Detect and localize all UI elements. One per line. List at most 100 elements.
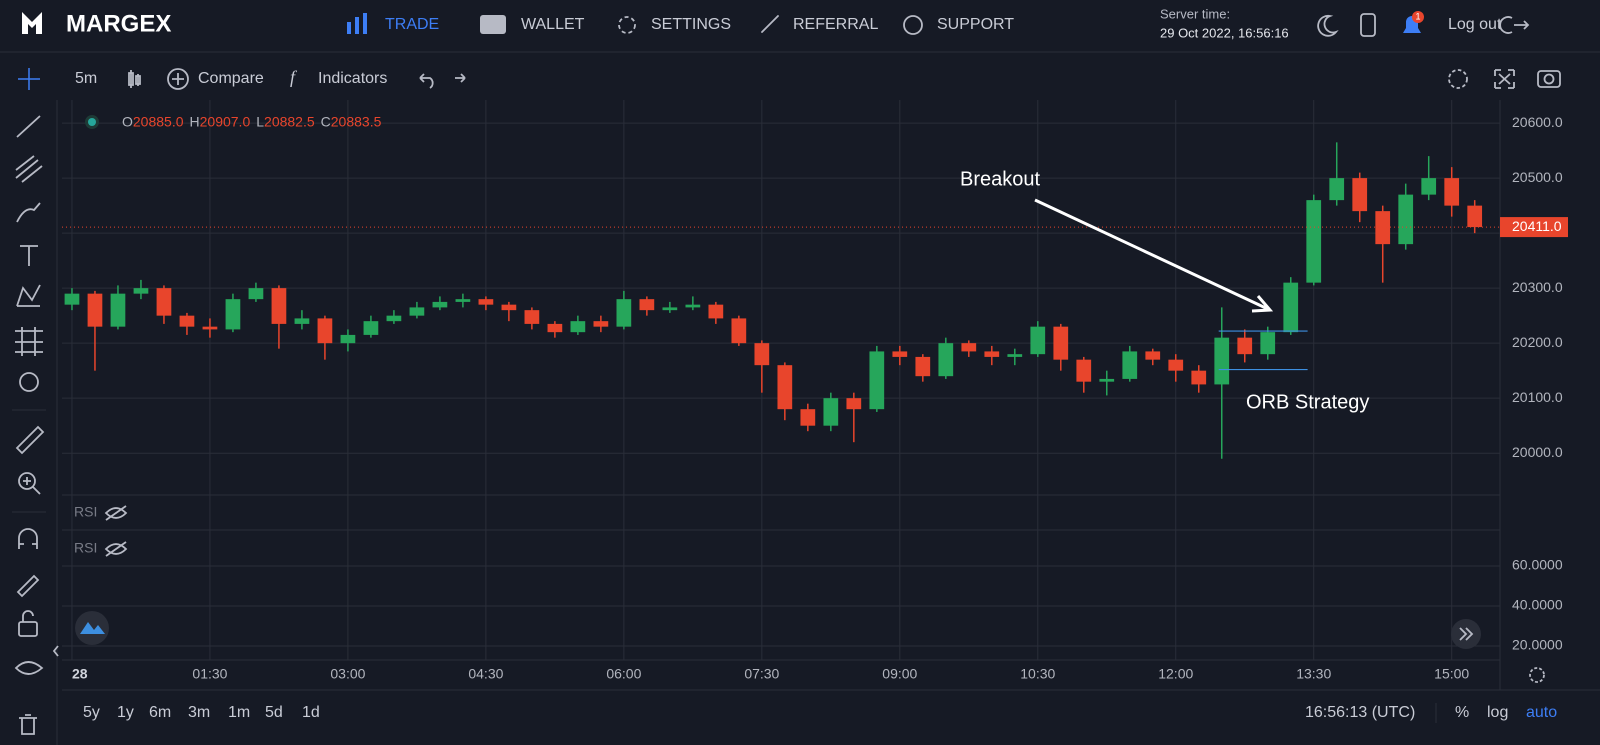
interval[interactable]: 5m bbox=[75, 70, 97, 87]
y-tick-label: 40.0000 bbox=[1512, 597, 1563, 613]
compare-icon-plus bbox=[172, 73, 184, 85]
range-button[interactable]: 5d bbox=[265, 704, 283, 721]
candle-body bbox=[478, 299, 494, 305]
lock-tool[interactable] bbox=[18, 621, 38, 637]
candle-body bbox=[593, 321, 609, 327]
legend-value: 20883.5 bbox=[331, 114, 382, 130]
compare-icon bbox=[167, 68, 189, 90]
emoji-tool[interactable] bbox=[19, 372, 39, 392]
candle-body bbox=[340, 334, 356, 344]
candle-body bbox=[1306, 200, 1322, 283]
indicators[interactable]: Indicators bbox=[318, 70, 387, 87]
visibility-tool[interactable] bbox=[14, 661, 44, 675]
candle-body bbox=[639, 299, 655, 311]
logo[interactable]: MARGEX bbox=[66, 10, 171, 37]
annotation: Breakout bbox=[960, 168, 1040, 190]
ruler-tool[interactable] bbox=[15, 425, 45, 455]
chart-type-icon[interactable] bbox=[128, 70, 141, 88]
collapse-sidebar[interactable] bbox=[52, 645, 59, 657]
candle-body bbox=[409, 307, 425, 316]
hide-indicator[interactable] bbox=[104, 505, 128, 521]
mobile-icon[interactable] bbox=[1360, 13, 1376, 37]
nav-item[interactable]: SETTINGS bbox=[651, 16, 731, 33]
trend-line-tool[interactable] bbox=[16, 115, 41, 138]
status-dot bbox=[88, 118, 96, 126]
candle-body bbox=[685, 304, 701, 308]
axis-settings[interactable] bbox=[1529, 667, 1545, 683]
candle-body bbox=[225, 299, 241, 330]
logout[interactable]: Log out bbox=[1448, 16, 1502, 33]
legend-key: O bbox=[122, 114, 133, 130]
zoom-tool[interactable] bbox=[18, 472, 36, 490]
range-button[interactable]: 3m bbox=[188, 704, 210, 721]
candle-body bbox=[1030, 326, 1046, 355]
indicator-label: RSI bbox=[74, 504, 97, 520]
range-button[interactable]: 1m bbox=[228, 704, 250, 721]
auto-toggle[interactable]: auto bbox=[1526, 704, 1557, 721]
settings-button[interactable] bbox=[1448, 69, 1468, 89]
log-toggle[interactable]: log bbox=[1487, 704, 1508, 721]
nav-item[interactable]: TRADE bbox=[385, 16, 439, 33]
candle-body bbox=[800, 409, 816, 426]
range-button[interactable]: 6m bbox=[149, 704, 171, 721]
annotation: ORB Strategy bbox=[1246, 391, 1369, 413]
candle-body bbox=[547, 323, 563, 333]
range-button[interactable]: 1y bbox=[117, 704, 134, 721]
legend-key: C bbox=[321, 114, 331, 130]
candle-body bbox=[156, 288, 172, 316]
candle-body bbox=[662, 307, 678, 311]
candle-body bbox=[1007, 354, 1023, 357]
candle-body bbox=[179, 315, 195, 327]
compare[interactable]: Compare bbox=[198, 70, 264, 87]
lock-drawing-tool[interactable] bbox=[16, 574, 40, 598]
x-tick-label: 06:00 bbox=[606, 666, 641, 682]
undo[interactable] bbox=[419, 73, 434, 89]
indicators-icon: f bbox=[290, 67, 298, 87]
candle-body bbox=[616, 299, 632, 327]
nav-item[interactable]: REFERRAL bbox=[793, 16, 878, 33]
y-tick-label: 20600.0 bbox=[1512, 114, 1563, 130]
text-tool[interactable] bbox=[20, 245, 38, 266]
candle-body bbox=[892, 351, 908, 357]
x-tick-label: 13:30 bbox=[1296, 666, 1331, 682]
snapshot-lens bbox=[1543, 73, 1555, 85]
last-price-label: 20411.0 bbox=[1512, 218, 1562, 234]
candle-body bbox=[731, 318, 747, 344]
candle-body bbox=[961, 343, 977, 352]
candle-body bbox=[455, 299, 471, 302]
candle-body bbox=[1444, 178, 1460, 206]
clock: 16:56:13 (UTC) bbox=[1305, 704, 1415, 721]
magnet-tool[interactable] bbox=[18, 528, 38, 549]
candle-body bbox=[1329, 178, 1345, 201]
prediction-tool[interactable] bbox=[15, 327, 43, 356]
ohlc-legend: O 20885.0 H 20907.0 L 20882.5 C 20883.5 bbox=[122, 114, 382, 130]
candle-body bbox=[110, 293, 126, 327]
pattern-tool[interactable] bbox=[16, 284, 41, 307]
theme-icon[interactable] bbox=[1317, 14, 1339, 37]
y-tick-label: 20100.0 bbox=[1512, 389, 1563, 405]
fib-tool[interactable] bbox=[15, 155, 43, 183]
range-button[interactable]: 1d bbox=[302, 704, 320, 721]
wallet-icon bbox=[480, 15, 506, 34]
range-button[interactable]: 5y bbox=[83, 704, 100, 721]
percent-toggle[interactable]: % bbox=[1455, 704, 1469, 721]
referral-icon bbox=[761, 15, 779, 33]
support-icon bbox=[903, 15, 923, 35]
last-price-tag bbox=[1500, 217, 1568, 238]
snapshot-button[interactable] bbox=[1537, 70, 1561, 88]
y-tick-label: 20000.0 bbox=[1512, 444, 1563, 460]
brush-tool[interactable] bbox=[16, 202, 41, 223]
nav-item[interactable]: WALLET bbox=[521, 16, 585, 33]
tradingview-logo bbox=[80, 622, 105, 634]
candle-body bbox=[87, 293, 103, 327]
hide-indicator[interactable] bbox=[104, 541, 128, 557]
fullscreen-button[interactable] bbox=[1494, 69, 1515, 89]
candle-body bbox=[363, 321, 379, 335]
crosshair-tool[interactable] bbox=[18, 68, 40, 90]
candle-body bbox=[1053, 326, 1069, 360]
redo[interactable] bbox=[455, 73, 466, 83]
nav-item[interactable]: SUPPORT bbox=[937, 16, 1014, 33]
candle-body bbox=[1214, 337, 1230, 385]
